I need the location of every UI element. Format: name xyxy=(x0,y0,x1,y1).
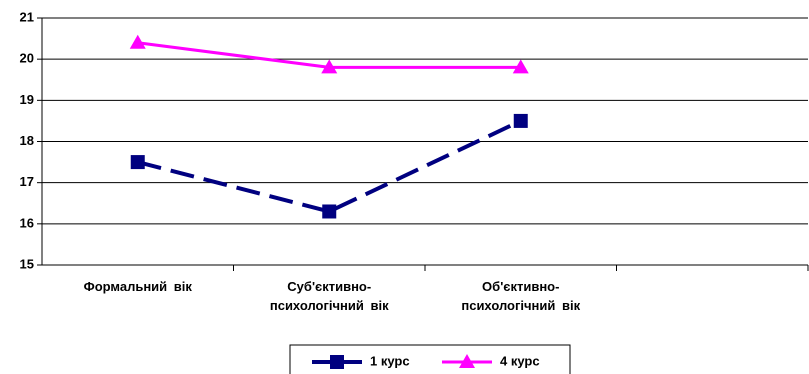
series-line xyxy=(137,119,522,214)
data-point xyxy=(512,59,529,74)
y-tick-label: 16 xyxy=(20,215,34,230)
legend-marker xyxy=(330,355,344,369)
y-tick-label: 18 xyxy=(20,133,34,148)
x-tick-label: Суб'єктивно-психологічний вік xyxy=(269,279,389,313)
x-tick-label: Об'єктивно-психологічний вік xyxy=(461,279,581,313)
y-tick-label: 21 xyxy=(20,9,34,24)
data-point xyxy=(129,34,146,49)
data-point xyxy=(130,155,145,170)
data-point xyxy=(321,59,338,74)
y-tick-label: 15 xyxy=(20,256,34,271)
legend-label: 1 курс xyxy=(370,353,410,368)
legend-label: 4 курс xyxy=(500,353,540,368)
data-point xyxy=(322,204,337,219)
legend-marker xyxy=(459,354,475,368)
x-tick-label: Формальний вік xyxy=(83,279,192,294)
y-tick-label: 17 xyxy=(20,174,34,189)
y-tick-label: 20 xyxy=(20,51,34,66)
y-tick-label: 19 xyxy=(20,92,34,107)
data-point xyxy=(513,113,528,128)
